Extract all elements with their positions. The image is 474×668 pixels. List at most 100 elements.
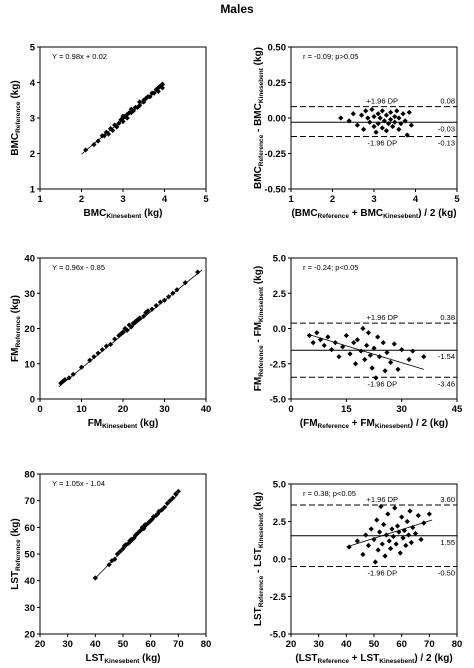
data-point [399,347,405,353]
data-point [137,102,143,109]
data-point [149,306,155,312]
data-point [343,332,349,339]
data-point [128,324,134,330]
x-tick-label: 0 [288,404,293,415]
y-tick-label: 20 [24,630,35,641]
lower-limit-label: -1.96 DP [367,379,397,388]
data-point [170,290,176,296]
mean-difference-value: -1.54 [438,352,455,361]
data-point [95,350,101,356]
data-point [338,115,344,121]
data-point [396,529,402,535]
data-point [159,85,166,91]
x-tick-label: 2 [330,194,335,205]
data-point [400,535,406,541]
data-point [346,118,352,124]
data-point [70,371,76,377]
data-point [410,524,416,531]
data-point [395,366,401,372]
x-tick-label: 40 [341,639,352,650]
lower-limit-value: -0.50 [438,569,455,578]
y-tick-label: 0.50 [268,43,287,54]
x-tick-label: 60 [145,639,156,650]
data-point [130,320,136,326]
y-tick-label: 2 [30,149,35,160]
data-point [141,526,147,532]
chart-bmc-bland-altman: 1 2 3 4 5 -0.50 -0.25 0.00 0.25 0.50 0.08 -0.03 -0.1… [253,43,460,221]
data-point [421,354,427,360]
y-tick-label: 80 [24,470,35,481]
plot-frame [290,483,458,635]
data-point [374,517,380,523]
x-tick-label: 0 [37,404,42,415]
data-point [156,508,162,514]
data-point [336,354,342,360]
y-tick-label: 2.5 [273,289,287,300]
data-point [372,559,378,565]
y-tick-label: 50 [24,550,35,561]
data-point [360,325,366,332]
data-point [151,90,157,96]
data-point [385,511,391,517]
data-point [371,113,377,120]
upper-limit-value: 0.38 [440,313,455,322]
data-point [306,332,313,339]
data-point [354,538,360,544]
figure-title: Males [220,2,254,16]
chart-fm-bland-altman: 0 15 30 45 -5.0 -2.5 0.0 2.5 5.0 0.38 -1.54 -3.46 +1… [253,254,463,431]
trend-line [346,519,433,548]
y-tick-label: 0.0 [273,555,286,566]
y-tick-label: 0.0 [273,324,286,335]
data-point [388,359,394,365]
data-point [363,532,369,538]
data-point [83,147,89,153]
x-axis-label: FMKinesebent (kg) [88,418,159,430]
data-point [388,545,394,552]
x-tick-label: 30 [62,639,73,650]
data-point [381,521,387,528]
x-tick-label: 20 [118,404,129,415]
upper-limit-label: +1.96 DP [367,97,398,106]
data-point [116,120,122,126]
data-point [114,551,121,557]
data-point [402,118,408,124]
data-point [314,330,320,336]
data-point [396,115,402,121]
data-point [375,121,381,127]
data-point [390,123,396,130]
data-point [369,106,375,113]
data-point [346,544,352,550]
data-point [358,112,365,118]
data-point [150,514,157,520]
data-point [310,340,316,346]
data-point [147,94,153,100]
data-point [118,331,124,337]
data-point [415,512,421,519]
x-tick-label: 60 [396,639,407,650]
data-point [364,342,370,349]
data-point [360,551,366,558]
data-point [369,365,375,371]
x-tick-label: 80 [201,639,212,650]
upper-limit-value: 0.08 [440,97,455,106]
lower-limit-value: -3.46 [438,379,455,388]
upper-limit-label: +1.96 DP [367,495,398,504]
data-point [375,111,381,117]
chart-lst-bland-altman: 20 30 40 50 60 70 80 -5.0 -2.5 0.0 2.5 5.0 3.60 1.55 -… [253,480,462,666]
data-point [426,511,432,517]
data-point [401,527,408,534]
data-point [130,108,136,114]
y-tick-label: 2.5 [273,517,287,528]
chart-fm-scatter: 0 10 20 30 40 0 10 20 30 40 Y = 0.96x - 0.85 FMKine… [10,254,211,431]
x-tick-label: 50 [118,639,129,650]
data-point [164,500,170,506]
mean-difference-value: -0.03 [438,124,455,133]
y-tick-label: 40 [24,576,35,587]
data-point [128,538,134,544]
x-axis-label: (LSTReference + LSTKinesebent) / 2 (kg) [295,653,452,665]
data-point [418,536,424,543]
data-point [157,299,163,305]
data-point [410,348,416,354]
data-point [421,520,427,526]
